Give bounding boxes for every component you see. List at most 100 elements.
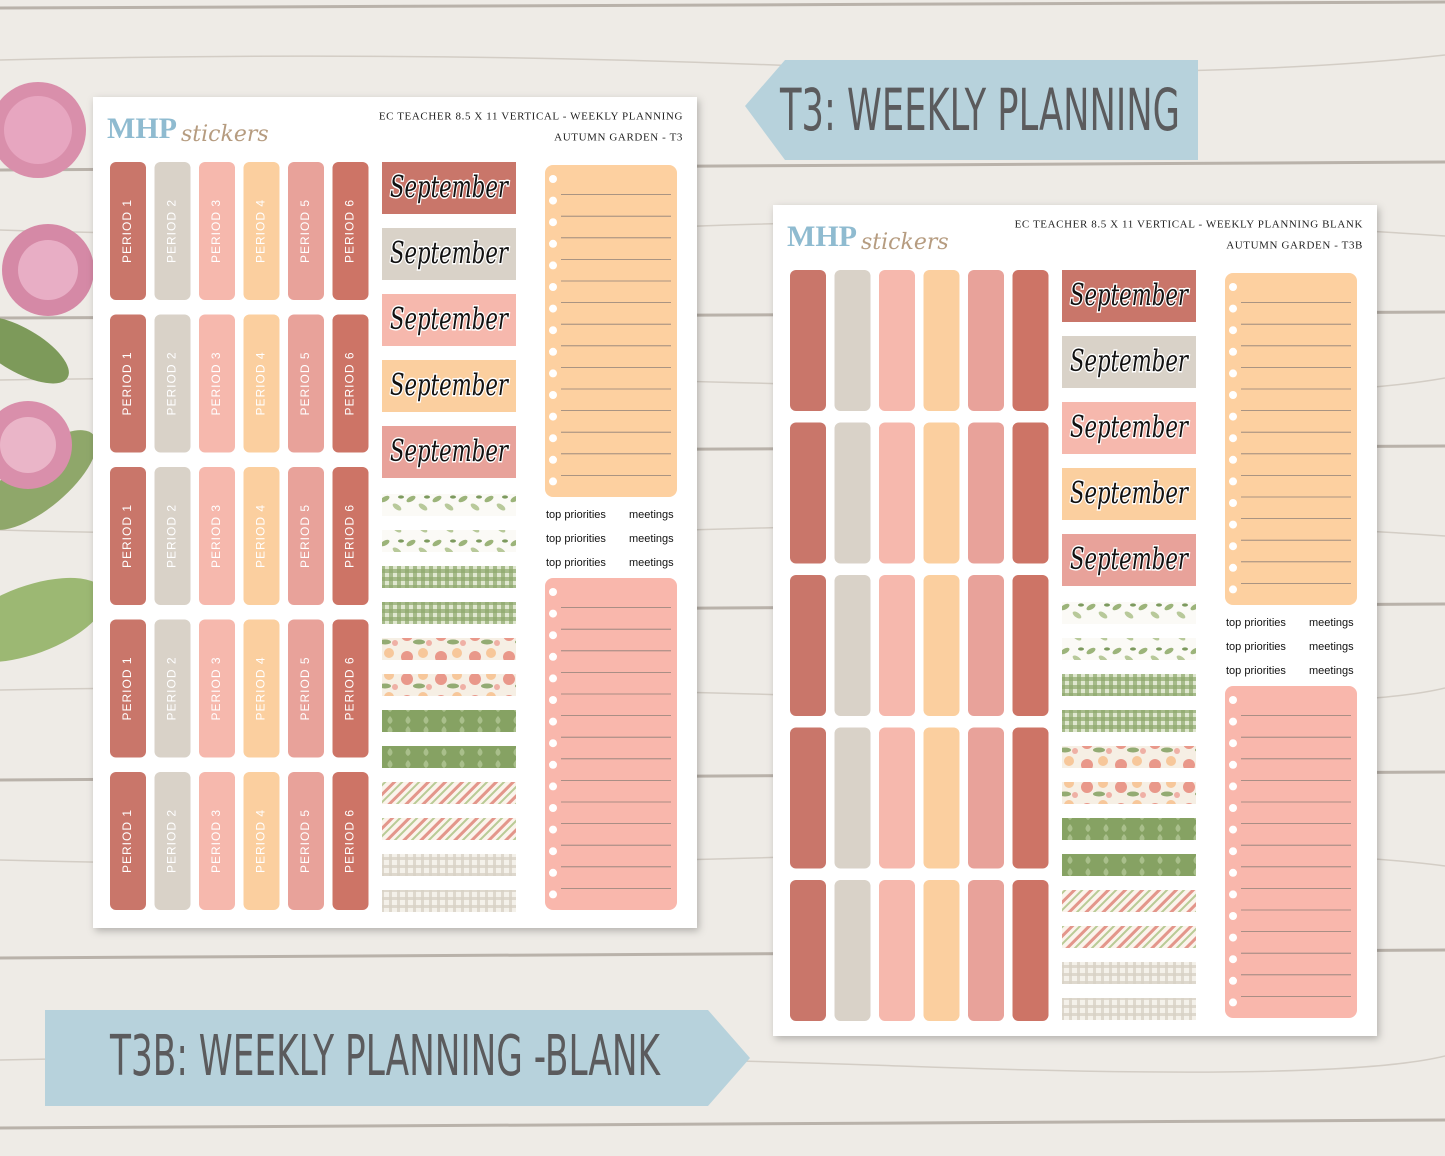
label-priorities: top priorities <box>546 509 606 521</box>
period-sticker <box>288 619 324 758</box>
washi-strip <box>1062 854 1196 876</box>
period-sticker <box>243 314 280 453</box>
period-sticker <box>1012 727 1049 869</box>
notepad-dot <box>1229 326 1237 335</box>
period-label: PERIOD 5 <box>298 504 312 568</box>
month-sticker <box>382 426 516 478</box>
period-sticker <box>110 162 146 300</box>
brand-logo-sub: stickers <box>861 230 949 255</box>
month-label: September <box>390 236 509 271</box>
period-sticker <box>332 772 369 910</box>
period-label: PERIOD 1 <box>120 809 134 873</box>
period-sticker <box>288 314 324 453</box>
period-sticker <box>923 880 960 1021</box>
period-sticker <box>879 880 915 1021</box>
period-sticker <box>968 422 1004 564</box>
period-sticker <box>154 619 191 758</box>
period-sticker <box>923 727 960 869</box>
period-label: PERIOD 2 <box>165 504 179 568</box>
washi-strip <box>382 674 516 696</box>
period-sticker <box>199 314 235 453</box>
period-label: PERIOD 4 <box>254 199 268 263</box>
period-sticker <box>154 467 191 605</box>
month-label: September <box>390 170 509 205</box>
period-label: PERIOD 6 <box>343 351 357 415</box>
period-sticker <box>923 270 960 411</box>
notepad <box>545 578 677 910</box>
notepad-dot <box>1229 347 1237 356</box>
notepad-dot <box>1229 412 1237 421</box>
flower-decoration <box>0 82 107 663</box>
sheet-subtitle: AUTUMN GARDEN - T3 <box>554 132 683 144</box>
period-sticker <box>790 727 826 869</box>
period-sticker <box>243 162 280 300</box>
notepad-dot <box>549 477 557 486</box>
month-label: September <box>1070 278 1189 313</box>
label-meetings: meetings <box>1309 665 1354 677</box>
period-label: PERIOD 4 <box>254 809 268 873</box>
period-label: PERIOD 1 <box>120 504 134 568</box>
notepad <box>545 165 677 497</box>
washi-strip <box>1062 890 1196 912</box>
label-priorities: top priorities <box>1226 617 1286 629</box>
period-label: PERIOD 3 <box>209 809 223 873</box>
notepad-dot <box>1229 477 1237 486</box>
period-label: PERIOD 3 <box>209 351 223 415</box>
notepad-dot <box>1229 717 1237 726</box>
month-label: September <box>1070 344 1189 379</box>
notepad-dot <box>549 674 557 683</box>
notepad-dot <box>1229 283 1237 291</box>
period-sticker <box>834 727 871 869</box>
brand-logo-sub: stickers <box>181 122 269 147</box>
period-label: PERIOD 4 <box>254 656 268 720</box>
label-meetings: meetings <box>629 509 674 521</box>
period-sticker <box>110 772 146 910</box>
notepad-dot <box>549 196 557 205</box>
label-meetings: meetings <box>629 533 674 545</box>
washi-strip <box>1062 602 1196 624</box>
period-sticker <box>1012 575 1049 716</box>
washi-strip <box>1062 998 1196 1020</box>
notepad-dot <box>549 261 557 270</box>
period-sticker <box>879 422 915 564</box>
period-sticker <box>199 467 235 605</box>
period-label: PERIOD 3 <box>209 656 223 720</box>
month-sticker <box>382 294 516 346</box>
washi-strip <box>382 530 516 552</box>
notepad-dot <box>549 717 557 726</box>
notepad <box>1225 686 1357 1018</box>
notepad-dot <box>549 391 557 399</box>
period-sticker <box>923 575 960 716</box>
washi-strip <box>382 818 516 840</box>
period-label: PERIOD 5 <box>298 351 312 415</box>
period-label: PERIOD 2 <box>165 199 179 263</box>
period-sticker <box>110 467 146 605</box>
sheet-title: EC TEACHER 8.5 X 11 VERTICAL - WEEKLY PL… <box>1015 219 1363 231</box>
month-label: September <box>390 302 509 337</box>
label-priorities: top priorities <box>546 557 606 569</box>
month-label: September <box>1070 476 1189 511</box>
period-sticker <box>1012 880 1049 1021</box>
notepad-dot <box>1229 739 1237 748</box>
notepad-dot <box>1229 912 1237 920</box>
notepad-dot <box>1229 304 1237 313</box>
label-priorities: top priorities <box>1226 641 1286 653</box>
period-sticker <box>834 270 871 411</box>
period-sticker <box>968 880 1004 1021</box>
period-sticker <box>243 772 280 910</box>
month-label: September <box>1070 542 1189 577</box>
period-sticker <box>968 727 1004 869</box>
period-sticker <box>199 162 235 300</box>
banner-bottom <box>45 1010 750 1106</box>
brand-logo: MHP <box>787 220 857 253</box>
notepad-dot <box>549 696 557 704</box>
notepad-dot <box>549 825 557 834</box>
period-sticker <box>154 314 191 453</box>
period-label: PERIOD 5 <box>298 199 312 263</box>
period-label: PERIOD 1 <box>120 351 134 415</box>
notepad-dot <box>1229 434 1237 443</box>
notepad-dot <box>549 739 557 748</box>
notepad-dot <box>1229 391 1237 399</box>
period-sticker <box>790 422 826 564</box>
notepad-dot <box>1229 696 1237 704</box>
